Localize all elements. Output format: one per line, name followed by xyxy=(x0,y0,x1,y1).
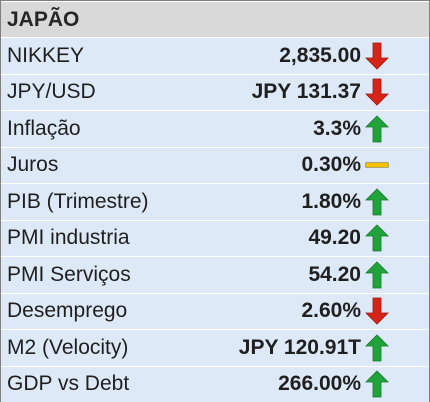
table-row: Inflação 3.3% xyxy=(1,110,429,147)
row-label: JPY/USD xyxy=(7,80,96,104)
table-row: PIB (Trimestre) 1.80% xyxy=(1,183,429,220)
row-value: 54.20 xyxy=(308,262,361,286)
table-row: JPY/USD JPY 131.37 xyxy=(1,73,429,110)
table-row: PMI industria 49.20 xyxy=(1,219,429,256)
trend-up-arrow-icon xyxy=(365,115,389,143)
trend-down-arrow-icon xyxy=(365,42,389,70)
row-value: 2.60% xyxy=(301,299,361,323)
trend-down-arrow-icon xyxy=(365,78,389,106)
table-row: PMI Serviços 54.20 xyxy=(1,256,429,293)
row-label: PIB (Trimestre) xyxy=(7,189,149,213)
trend-flat-bar-icon xyxy=(365,151,389,179)
trend-up-arrow-icon xyxy=(365,188,389,216)
row-label: Desemprego xyxy=(7,299,128,323)
trend-up-arrow-icon xyxy=(365,370,389,398)
trend-down-arrow-icon xyxy=(365,297,389,325)
row-label: PMI Serviços xyxy=(7,262,131,286)
trend-up-arrow-icon xyxy=(365,224,389,252)
row-value: JPY 131.37 xyxy=(251,80,361,104)
row-value: JPY 120.91T xyxy=(238,335,361,359)
row-value: 266.00% xyxy=(278,372,361,396)
row-value: 0.30% xyxy=(301,153,361,177)
row-value: 49.20 xyxy=(308,226,361,250)
row-value: 1.80% xyxy=(301,189,361,213)
row-label: NIKKEY xyxy=(7,43,85,67)
table-row: NIKKEY 2,835.00 xyxy=(1,37,429,74)
row-label: Inflação xyxy=(7,116,81,140)
table-row: Desemprego 2.60% xyxy=(1,292,429,329)
row-label: M2 (Velocity) xyxy=(7,335,129,359)
trend-up-arrow-icon xyxy=(365,334,389,362)
table-row: M2 (Velocity) JPY 120.91T xyxy=(1,329,429,366)
trend-up-arrow-icon xyxy=(365,261,389,289)
row-label: GDP vs Debt xyxy=(7,372,130,396)
row-label: PMI industria xyxy=(7,226,130,250)
table-row: Juros 0.30% xyxy=(1,146,429,183)
row-value: 3.3% xyxy=(313,116,361,140)
table-title: JAPÃO xyxy=(1,1,429,37)
row-value: 2,835.00 xyxy=(279,43,361,67)
row-label: Juros xyxy=(7,153,59,177)
table-row: GDP vs Debt 266.00% xyxy=(1,365,429,402)
